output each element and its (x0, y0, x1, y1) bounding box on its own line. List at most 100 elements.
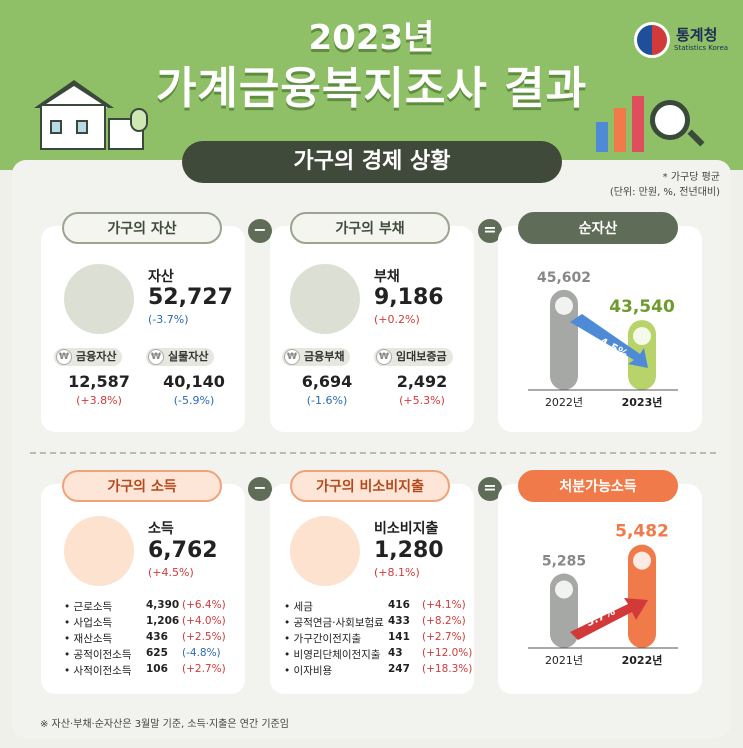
assets-value: 52,727 (148, 285, 233, 310)
income-panel (41, 484, 245, 694)
won-coin-icon: ₩ (56, 349, 72, 365)
list-item-change: (+6.4%) (182, 599, 226, 611)
assets-change: (-3.7%) (148, 313, 189, 326)
list-item-change: (+8.2%) (422, 615, 466, 627)
non-consumption-change: (+8.1%) (374, 566, 420, 579)
disposable-income-panel (498, 484, 702, 694)
debt-value: 9,186 (374, 285, 444, 310)
magnifier-icon (650, 100, 690, 140)
financial-assets-label: ₩ 금융자산 (54, 348, 123, 366)
list-item: • 공적연금·사회보험료 433 (+8.2%) (284, 615, 470, 631)
income-tag: 가구의 소득 (62, 470, 222, 502)
financial-debt-change: (-1.6%) (306, 394, 348, 407)
list-item: • 사적이전소득 106 (+2.7%) (64, 663, 244, 679)
list-item-label: • 사업소득 (64, 617, 113, 629)
chart-value-label: 43,540 (609, 297, 675, 317)
chart-bar (628, 544, 656, 648)
chart-value-label: 5,482 (615, 522, 669, 542)
list-item-change: (+18.3%) (422, 663, 473, 675)
list-item-label: • 비영리단체이전지출 (284, 649, 381, 661)
list-item-label: • 근로소득 (64, 601, 113, 613)
list-item-value: 625 (146, 647, 168, 659)
income-breakdown-list: • 근로소득 4,390 (+6.4%) • 사업소득 1,206 (+4.0%) • 재산… (64, 599, 244, 679)
assets-label: 자산 (148, 269, 174, 285)
non-consumption-panel (270, 484, 474, 694)
list-item: • 비영리단체이전지출 43 (+12.0%) (284, 647, 473, 663)
debt-panel (270, 226, 474, 432)
list-item-value: 436 (146, 631, 168, 643)
list-item-change: (+4.1%) (422, 599, 466, 611)
won-coin-icon: ₩ (376, 349, 392, 365)
list-item-change: (+2.7%) (182, 663, 226, 675)
page-title: 가계금융복지조사 결과 (155, 63, 588, 114)
statistics-korea-logo: 통계청 Statistics Korea (634, 22, 734, 62)
list-item: • 세금 416 (+4.1%) (284, 599, 470, 615)
financial-assets-value: 12,587 (68, 372, 130, 391)
list-item: • 재산소득 436 (+2.5%) (64, 631, 244, 647)
assets-tag: 가구의 자산 (62, 212, 222, 244)
section-divider (30, 452, 716, 454)
unit-note: (단위: 만원, %, 전년대비) (609, 187, 720, 198)
net-assets-tag: 순자산 (518, 212, 678, 244)
debt-label: 부채 (374, 269, 400, 285)
list-item-value: 4,390 (146, 599, 180, 611)
list-item-value: 433 (388, 615, 410, 627)
income-label: 소득 (148, 521, 174, 537)
title-year: 2023년 (308, 18, 435, 58)
income-value: 6,762 (148, 538, 218, 563)
won-coin-icon (633, 327, 651, 346)
average-note: * 가구당 평균 (662, 172, 720, 183)
rising-bars-icon (596, 96, 646, 152)
real-assets-label: ₩ 실물자산 (146, 348, 215, 366)
real-assets-change: (-5.9%) (173, 394, 215, 407)
chart-bar (550, 289, 578, 390)
chart-value-label: 45,602 (537, 270, 591, 286)
chart-value-label: 5,285 (542, 554, 586, 570)
list-item-change: (+12.0%) (422, 647, 473, 659)
debt-bill-icon (290, 264, 360, 334)
debt-change: (+0.2%) (374, 313, 420, 326)
list-item-change: (+2.5%) (182, 631, 226, 643)
debt-tag: 가구의 부채 (290, 212, 450, 244)
non-consumption-breakdown-list: • 세금 416 (+4.1%) • 공적연금·사회보험료 433 (+8.2%) • 가구… (284, 599, 473, 679)
lease-deposit-label: ₩ 임대보증금 (374, 348, 453, 366)
minus-operator: − (248, 219, 272, 243)
won-coin-icon (555, 296, 573, 315)
won-coin-icon: ₩ (284, 349, 300, 365)
list-item-value: 106 (146, 663, 168, 675)
list-item-label: • 세금 (284, 601, 313, 613)
org-name-en: Statistics Korea (674, 44, 729, 52)
won-coin-icon (633, 551, 651, 570)
list-item: • 이자비용 247 (+18.3%) (284, 663, 473, 679)
list-item: • 사업소득 1,206 (+4.0%) (64, 615, 244, 631)
list-item-value: 247 (388, 663, 410, 675)
list-item-label: • 공적연금·사회보험료 (284, 617, 384, 629)
chart-category-label: 2023년 (622, 395, 663, 409)
list-item-label: • 사적이전소득 (64, 665, 132, 677)
list-item-label: • 이자비용 (284, 665, 333, 677)
financial-debt-value: 6,694 (301, 372, 353, 391)
lease-deposit-change: (+5.3%) (399, 394, 445, 407)
lease-deposit-value: 2,492 (396, 372, 448, 391)
financial-debt-label: ₩ 금융부채 (282, 348, 351, 366)
assets-panel (41, 226, 245, 432)
decrease-arrow-icon (570, 314, 648, 368)
list-item-value: 43 (388, 647, 403, 659)
list-item: • 공적이전소득 625 (-4.8%) (64, 647, 244, 663)
income-change: (+4.5%) (148, 566, 194, 579)
list-item-change: (+2.7%) (422, 631, 466, 643)
list-item-change: (+4.0%) (182, 615, 226, 627)
list-item-value: 141 (388, 631, 410, 643)
list-item-label: • 공적이전소득 (64, 649, 132, 661)
real-assets-value: 40,140 (163, 372, 225, 391)
non-consumption-label: 비소비지출 (374, 521, 439, 537)
expense-card-icon (290, 516, 360, 586)
section-title: 가구의 경제 상황 (182, 141, 562, 183)
taegeuk-icon (634, 22, 670, 58)
list-item: • 가구간이전지출 141 (+2.7%) (284, 631, 470, 647)
won-coin-icon (555, 580, 573, 599)
increase-arrow-icon (570, 598, 648, 640)
list-item-label: • 재산소득 (64, 633, 113, 645)
